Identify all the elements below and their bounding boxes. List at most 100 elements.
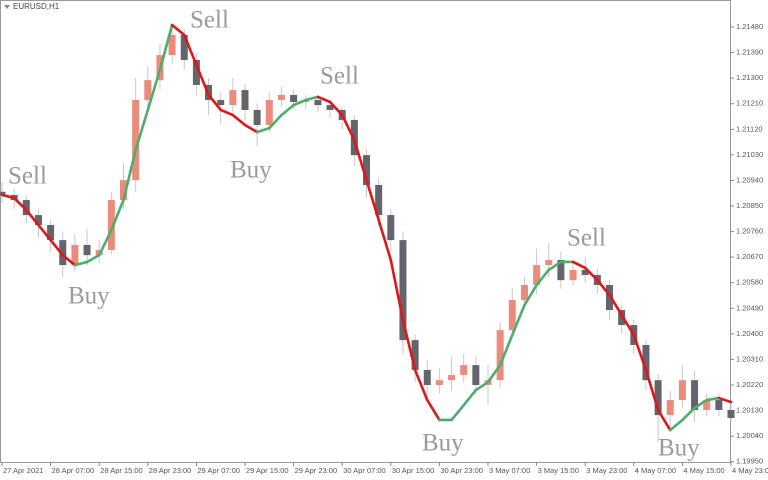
x-tick-label: 27 Apr 2021	[3, 466, 43, 475]
y-tick-label: 1.19950	[736, 457, 763, 466]
candle-body	[47, 225, 55, 241]
candle-body	[363, 155, 370, 185]
candle-body	[192, 59, 200, 85]
signal-label: Buy	[422, 430, 464, 457]
indicator-segment	[146, 68, 162, 112]
indicator-segment	[170, 23, 186, 37]
indicator-segment	[353, 138, 368, 182]
indicator-segment	[267, 113, 283, 130]
candle-body	[423, 369, 431, 385]
candle-body	[654, 380, 662, 416]
y-tick-label: 1.21120	[736, 124, 763, 133]
indicator-segment	[340, 113, 356, 142]
candle-body	[496, 330, 504, 381]
candle-body	[217, 100, 225, 106]
signal-label: Sell	[190, 7, 229, 34]
y-tick-label: 1.20580	[736, 278, 763, 287]
x-tick-label: 3 May 23:00	[586, 466, 627, 475]
y-tick-label: 1.20940	[736, 175, 763, 184]
candle-body	[727, 410, 735, 418]
candle-body	[448, 375, 456, 381]
indicator-segment	[122, 148, 137, 202]
x-tick-label: 30 Apr 07:00	[343, 466, 386, 475]
indicator-segment	[571, 260, 587, 270]
indicator-segment	[717, 396, 733, 404]
indicator-segment	[37, 223, 52, 242]
y-tick-label: 1.21480	[736, 22, 763, 31]
indicator-segment	[280, 103, 295, 117]
candle-body	[569, 269, 577, 281]
candle-body	[666, 400, 674, 416]
candle-body	[241, 90, 249, 110]
indicator-segment	[413, 368, 429, 402]
indicator-segment	[365, 178, 380, 222]
indicator-segment	[377, 218, 393, 262]
candle-body	[59, 240, 67, 266]
indicator-segment	[547, 260, 563, 272]
x-tick-label: 29 Apr 15:00	[246, 466, 289, 475]
indicator-segment	[292, 98, 308, 107]
candle-body	[120, 180, 127, 201]
indicator-segment	[158, 23, 174, 72]
candle-body	[314, 100, 322, 106]
signal-label: Buy	[68, 283, 110, 310]
indicator-segment	[24, 208, 40, 227]
indicator-segment	[49, 238, 65, 257]
indicator-segment	[596, 278, 611, 297]
candle-body	[691, 380, 699, 411]
indicator-segment	[328, 100, 344, 117]
indicator-segment	[535, 268, 551, 287]
indicator-segment	[644, 368, 660, 412]
indicator-segment	[498, 333, 514, 367]
indicator-segment	[231, 113, 247, 127]
candle-body	[34, 215, 42, 226]
candle-body	[83, 244, 91, 256]
indicator-segment	[243, 123, 259, 134]
candle-body	[168, 34, 176, 56]
y-tick-label: 1.20310	[736, 354, 763, 363]
signal-label: Sell	[8, 163, 47, 190]
indicator-segment	[12, 196, 28, 212]
candle-body	[715, 400, 723, 411]
candle-body	[144, 80, 152, 101]
signal-label: Buy	[230, 157, 272, 184]
indicator-segment	[656, 408, 672, 432]
x-tick-label: 4 May 15:00	[683, 466, 724, 475]
candle-body	[0, 191, 6, 195]
candle-body	[642, 344, 650, 381]
y-tick-label: 1.21300	[736, 73, 763, 82]
candle-body	[375, 184, 383, 216]
y-tick-label: 1.20400	[736, 329, 763, 338]
x-tick-label: 4 May 07:00	[635, 466, 676, 475]
candle-body	[411, 340, 419, 370]
signal-label: Sell	[320, 63, 359, 90]
x-tick-label: 3 May 15:00	[538, 466, 579, 475]
indicator-segment	[304, 95, 320, 102]
x-tick-label: 29 Apr 23:00	[295, 466, 338, 475]
candle-body	[22, 200, 30, 216]
indicator-segment	[134, 108, 150, 152]
indicator-segment	[425, 398, 441, 422]
x-tick-label: 30 Apr 23:00	[440, 466, 483, 475]
indicator-segment	[0, 193, 16, 200]
signal-label: Buy	[658, 435, 700, 462]
x-tick-label: 4 May 23:00	[732, 466, 768, 475]
candle-body	[132, 100, 140, 181]
x-tick-label: 29 Apr 07:00	[197, 466, 240, 475]
candle-body	[703, 400, 711, 411]
indicator-segment	[182, 33, 198, 67]
candle-body	[265, 100, 273, 126]
x-tick-label: 3 May 07:00	[489, 466, 530, 475]
candle-body	[581, 269, 589, 276]
candle-body	[460, 365, 468, 376]
candle-body	[435, 380, 443, 385]
x-tick-label: 30 Apr 15:00	[392, 466, 435, 475]
candle-body	[533, 265, 541, 285]
y-tick-label: 1.20760	[736, 227, 763, 236]
indicator-segment	[486, 363, 502, 384]
indicator-segment	[523, 283, 538, 307]
candle-body	[520, 284, 528, 301]
y-tick-label: 1.20490	[736, 303, 763, 312]
indicator-segment	[316, 95, 332, 104]
